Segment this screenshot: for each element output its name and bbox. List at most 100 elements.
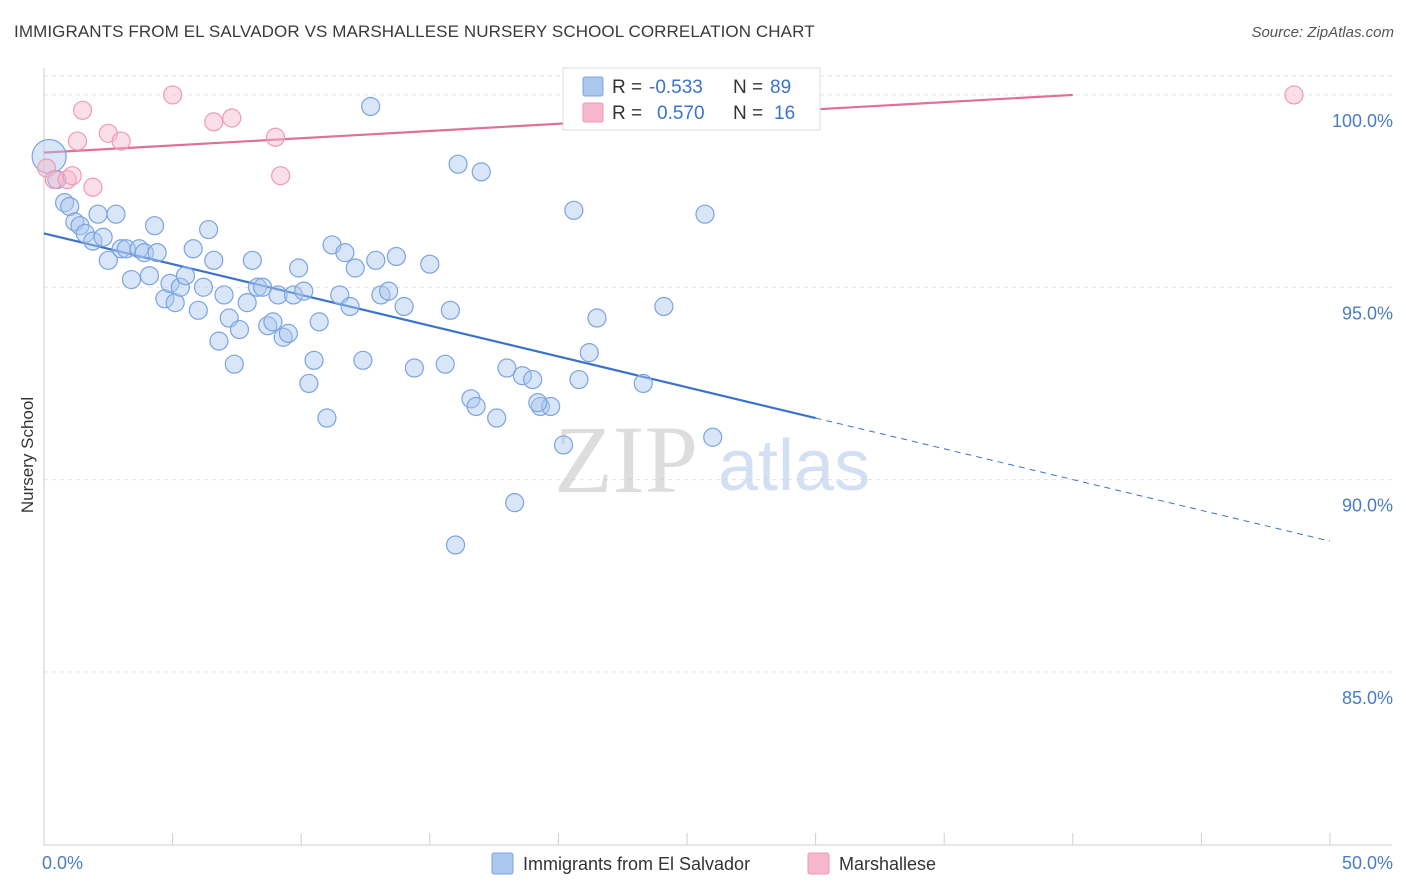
y-tick-label: 85.0% <box>1342 688 1393 708</box>
legend-label-blue: Immigrants from El Salvador <box>523 854 750 874</box>
data-point-el-salvador <box>471 162 491 182</box>
stats-r-value-blue: -0.533 <box>649 77 703 98</box>
stats-n-value-blue: 89 <box>770 77 791 98</box>
data-point-el-salvador <box>188 300 208 320</box>
data-point-el-salvador <box>247 277 268 297</box>
data-point-el-salvador <box>466 396 486 417</box>
y-tick-labels: 85.0% 90.0% 95.0% 100.0% <box>1332 111 1393 708</box>
stats-n-label-pink: N = <box>733 103 763 124</box>
data-point-marshallese <box>222 108 242 128</box>
stats-r-value-pink: 0.570 <box>657 103 705 124</box>
data-point-el-salvador <box>106 204 126 224</box>
trend-line-marshallese <box>43 93 1073 154</box>
data-point-el-salvador <box>183 239 203 259</box>
y-tick-label: 90.0% <box>1342 496 1393 516</box>
data-point-el-salvador <box>165 293 185 313</box>
stats-box: R = -0.533 N = 89 R = 0.570 N = 16 <box>562 67 821 131</box>
data-point-el-salvador <box>587 308 607 328</box>
trend-lines <box>43 93 1331 542</box>
data-point-el-salvador <box>294 281 314 301</box>
data-point-el-salvador <box>263 312 283 332</box>
data-point-el-salvador <box>98 250 118 270</box>
data-point-el-salvador <box>445 535 466 555</box>
legend: Immigrants from El Salvador Marshallese <box>491 852 936 875</box>
data-point-marshallese <box>83 177 103 197</box>
data-point-el-salvador <box>512 366 532 386</box>
x-tick-label-max: 50.0% <box>1342 853 1393 873</box>
stats-n-value-pink: 16 <box>774 103 795 124</box>
data-point-el-salvador <box>144 216 165 236</box>
data-point-el-salvador <box>299 373 319 394</box>
data-point-el-salvador <box>242 250 262 270</box>
data-point-el-salvador <box>654 296 674 317</box>
data-point-el-salvador <box>289 258 309 278</box>
data-point-el-salvador <box>317 408 337 428</box>
trend-line-el-salvador <box>43 232 816 420</box>
watermark-atlas: atlas <box>718 426 870 506</box>
data-point-marshallese <box>1284 85 1304 105</box>
chart-title: IMMIGRANTS FROM EL SALVADOR VS MARSHALLE… <box>14 22 815 41</box>
data-point-marshallese <box>204 112 224 132</box>
data-point-el-salvador <box>497 358 517 378</box>
data-point-el-salvador <box>147 243 167 263</box>
data-point-el-salvador <box>435 354 455 374</box>
data-point-el-salvador <box>268 285 288 305</box>
data-point-marshallese <box>72 100 93 120</box>
data-point-el-salvador <box>170 277 190 297</box>
legend-swatch-blue <box>491 852 514 875</box>
axes <box>43 68 1392 846</box>
data-point-el-salvador <box>335 243 355 263</box>
data-point-marshallese <box>163 85 183 105</box>
data-point-el-salvador <box>193 277 214 297</box>
data-point-el-salvador <box>541 396 561 417</box>
data-point-marshallese <box>36 158 57 178</box>
data-point-el-salvador <box>553 435 574 455</box>
legend-label-pink: Marshallese <box>839 854 936 874</box>
data-point-el-salvador <box>75 223 95 244</box>
data-point-el-salvador <box>505 493 525 513</box>
y-tick-label: 95.0% <box>1342 303 1393 323</box>
data-point-el-salvador <box>175 266 196 286</box>
data-point-marshallese <box>271 166 291 186</box>
data-point-el-salvador <box>253 277 273 297</box>
data-point-el-salvador <box>214 285 234 305</box>
data-point-el-salvador <box>564 200 584 220</box>
data-point-el-salvador <box>121 269 142 290</box>
stats-swatch-pink <box>582 102 604 123</box>
data-point-el-salvador <box>258 316 278 336</box>
data-point-el-salvador <box>440 300 460 320</box>
data-point-el-salvador <box>633 373 653 394</box>
data-point-el-salvador <box>278 323 298 344</box>
data-point-el-salvador <box>487 408 507 428</box>
y-axis-title: Nursery School <box>18 397 37 513</box>
data-point-el-salvador <box>88 204 108 224</box>
data-point-el-salvador <box>199 219 219 240</box>
grid-lines <box>44 75 1392 673</box>
stats-swatch-blue <box>582 76 604 97</box>
data-point-el-salvador <box>404 358 424 378</box>
data-point-el-salvador <box>361 96 381 117</box>
data-point-marshallese <box>265 127 286 147</box>
data-point-el-salvador <box>31 138 67 175</box>
data-point-el-salvador <box>129 239 149 259</box>
data-point-el-salvador <box>229 319 250 340</box>
data-point-el-salvador <box>569 369 589 390</box>
y-tick-label: 100.0% <box>1332 111 1393 131</box>
data-point-el-salvador <box>353 350 373 370</box>
data-points <box>31 85 1304 555</box>
data-point-el-salvador <box>579 343 599 363</box>
data-point-el-salvador <box>273 327 293 347</box>
data-point-el-salvador <box>366 250 386 270</box>
data-point-el-salvador <box>523 369 543 390</box>
data-point-el-salvador <box>60 196 80 217</box>
data-point-el-salvador <box>283 285 304 305</box>
data-point-el-salvador <box>93 227 113 247</box>
data-point-marshallese <box>62 166 82 186</box>
data-point-el-salvador <box>695 204 715 224</box>
chart-source: Source: ZipAtlas.com <box>1251 24 1394 41</box>
data-point-el-salvador <box>379 281 399 301</box>
data-point-el-salvador <box>309 312 329 332</box>
data-point-el-salvador <box>528 393 548 413</box>
data-point-el-salvador <box>83 231 103 251</box>
